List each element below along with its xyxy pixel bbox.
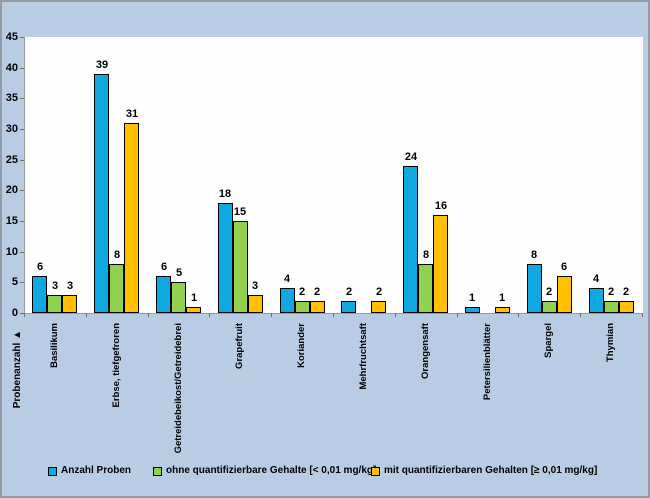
bar-blue <box>32 276 47 313</box>
legend-swatch <box>371 466 380 476</box>
x-tick-mark <box>580 313 581 317</box>
bar-blue <box>341 301 356 313</box>
bar-value-label: 6 <box>36 261 44 273</box>
y-tick-label: 10 <box>5 246 18 258</box>
y-tick-mark <box>20 190 24 191</box>
bar-blue <box>589 288 604 313</box>
bar-orange <box>248 295 263 313</box>
bar-value-label: 8 <box>113 249 121 261</box>
bar-value-label: 4 <box>283 273 291 285</box>
x-tick-mark <box>209 313 210 317</box>
bar-value-label: 16 <box>434 200 448 212</box>
bar-value-label: 3 <box>51 280 59 292</box>
bar-green <box>418 264 433 313</box>
bar-value-label: 31 <box>125 108 139 120</box>
y-tick-label: 40 <box>5 62 18 74</box>
legend-entry: ohne quantifizierbare Gehalte [< 0,01 mg… <box>153 465 376 477</box>
bar-value-label: 8 <box>422 249 430 261</box>
bar-blue <box>156 276 171 313</box>
bar-value-label: 24 <box>404 151 418 163</box>
y-tick-mark <box>20 160 24 161</box>
x-tick-mark <box>333 313 334 317</box>
legend-label: mit quantifizierbaren Gehalten [≥ 0,01 m… <box>384 465 598 476</box>
bar-value-label: 2 <box>545 286 553 298</box>
y-tick-label: 30 <box>5 123 18 135</box>
y-tick-mark <box>20 129 24 130</box>
bar-orange <box>433 215 448 313</box>
x-tick-mark <box>148 313 149 317</box>
bar-value-label: 3 <box>66 280 74 292</box>
legend-label: ohne quantifizierbare Gehalte [< 0,01 mg… <box>166 465 377 476</box>
bar-orange <box>124 123 139 313</box>
y-tick-label: 5 <box>11 276 18 288</box>
y-tick-mark <box>20 282 24 283</box>
x-tick-mark <box>457 313 458 317</box>
bar-orange <box>495 307 510 313</box>
bar-value-label: 1 <box>190 292 198 304</box>
bar-value-label: 2 <box>622 286 630 298</box>
legend-entry: Anzahl Proben <box>48 465 131 477</box>
x-tick-mark <box>642 313 643 317</box>
y-tick-mark <box>20 98 24 99</box>
bar-value-label: 18 <box>218 188 232 200</box>
bar-value-label: 2 <box>313 286 321 298</box>
y-tick-mark <box>20 37 24 38</box>
legend-entry: mit quantifizierbaren Gehalten [≥ 0,01 m… <box>371 465 597 477</box>
bar-value-label: 6 <box>160 261 168 273</box>
x-tick-mark <box>518 313 519 317</box>
bar-value-label: 2 <box>375 286 383 298</box>
bar-blue <box>527 264 542 313</box>
legend-swatch <box>48 466 57 476</box>
bar-green <box>109 264 124 313</box>
bar-orange <box>310 301 325 313</box>
bar-value-label: 2 <box>607 286 615 298</box>
bar-green <box>233 221 248 313</box>
x-tick-mark <box>24 313 25 317</box>
y-tick-mark <box>20 313 24 314</box>
bar-blue <box>94 74 109 313</box>
bar-value-label: 5 <box>175 267 183 279</box>
bar-value-label: 8 <box>530 249 538 261</box>
bar-value-label: 4 <box>592 273 600 285</box>
bar-value-label: 1 <box>468 292 476 304</box>
y-tick-mark <box>20 221 24 222</box>
y-tick-mark <box>20 252 24 253</box>
legend-label: Anzahl Proben <box>61 465 132 476</box>
y-tick-label: 35 <box>5 92 18 104</box>
bar-value-label: 15 <box>233 206 247 218</box>
bar-green <box>542 301 557 313</box>
bar-value-label: 39 <box>95 59 109 71</box>
x-tick-mark <box>271 313 272 317</box>
bar-blue <box>403 166 418 313</box>
bar-orange <box>557 276 572 313</box>
bar-value-label: 2 <box>345 286 353 298</box>
bar-orange <box>186 307 201 313</box>
bar-green <box>171 282 186 313</box>
bar-orange <box>619 301 634 313</box>
bar-blue <box>218 203 233 313</box>
y-tick-label: 45 <box>5 31 18 43</box>
bar-value-label: 2 <box>298 286 306 298</box>
bar-blue <box>465 307 480 313</box>
bar-value-label: 1 <box>498 292 506 304</box>
bar-orange <box>371 301 386 313</box>
x-tick-mark <box>86 313 87 317</box>
y-tick-label: 15 <box>5 215 18 227</box>
bar-blue <box>280 288 295 313</box>
bar-green <box>295 301 310 313</box>
bar-green <box>47 295 62 313</box>
legend-swatch <box>153 466 162 476</box>
y-tick-label: 0 <box>11 307 18 319</box>
x-tick-mark <box>395 313 396 317</box>
bar-value-label: 3 <box>251 280 259 292</box>
bar-orange <box>62 295 77 313</box>
y-tick-label: 25 <box>5 154 18 166</box>
y-tick-mark <box>20 68 24 69</box>
bar-green <box>604 301 619 313</box>
bar-value-label: 6 <box>560 261 568 273</box>
y-tick-label: 20 <box>5 184 18 196</box>
